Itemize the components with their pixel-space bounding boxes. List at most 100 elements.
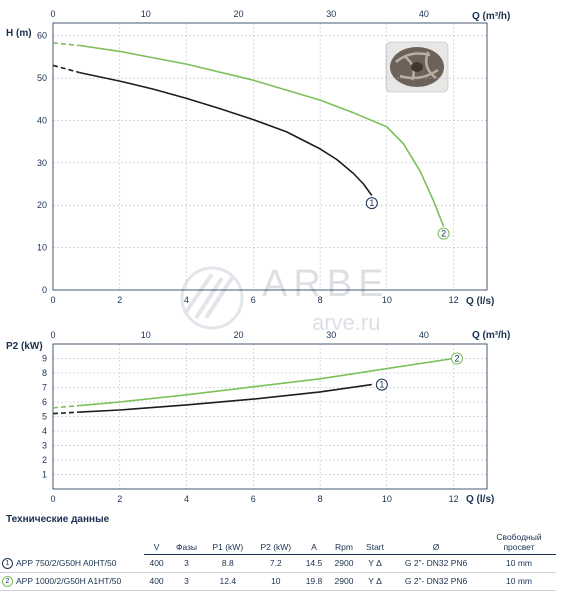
model-name: APP 1000/2/G50H A1HT/50 — [16, 575, 122, 586]
cell-rpm: 2900 — [328, 572, 360, 592]
series-2-marker — [437, 227, 450, 240]
th-free: Свободный просвет — [482, 530, 556, 555]
cell-conn: G 2”- DN32 PN6 — [390, 554, 482, 573]
head-series: 12 — [52, 42, 450, 240]
x2-tick-label: 30 — [326, 330, 336, 340]
series-2-marker — [450, 352, 463, 365]
cell-rpm: 2900 — [328, 554, 360, 573]
watermark-logo-mark — [184, 272, 234, 320]
series-marker-2: 2 — [2, 576, 13, 587]
head-frame — [52, 22, 488, 291]
series-1-dashed — [52, 411, 80, 415]
head-ylabel: H (m) — [6, 28, 32, 39]
x2-tick-label: 20 — [233, 9, 243, 19]
y-tick-label: 60 — [37, 31, 47, 41]
cell-p2: 7.2 — [251, 554, 300, 573]
head-chart: H (m) Q (m³/h) Q (l/s) 0 2 4 6 8 10 120 10 20 30 4… — [6, 9, 510, 307]
y-tick-label: 1 — [42, 470, 47, 480]
y-tick-label: 9 — [42, 354, 47, 364]
y-tick-label: 50 — [37, 73, 47, 83]
power-frame — [52, 343, 488, 490]
y-tick-label: 10 — [37, 243, 47, 253]
x-tick-label: 10 — [382, 494, 392, 504]
series-2-line — [79, 357, 454, 407]
series-1-label: 1 — [369, 198, 374, 208]
y-tick-label: 5 — [42, 412, 47, 422]
th-rpm: Rpm — [328, 530, 360, 555]
series-1-dashed — [52, 64, 80, 74]
cell-a: 19.8 — [299, 572, 329, 592]
th-v: V — [144, 530, 170, 555]
x-tick-label: 12 — [449, 494, 459, 504]
y-tick-label: 7 — [42, 383, 47, 393]
series-1-label: 1 — [379, 380, 384, 390]
series-1-marker — [375, 378, 388, 391]
y-tick-label: 20 — [37, 200, 47, 210]
cell-p2: 10 — [251, 572, 300, 592]
model-name: APP 750/2/G50H A0HT/50 — [16, 557, 117, 568]
watermark-site: arve.ru — [312, 310, 380, 335]
pump-curves: ARBE arve.ru H (m) Q (m³/h) Q (l/s) 0 2 4 6… — [6, 9, 510, 505]
cell-v: 400 — [144, 572, 170, 592]
x-tick-label: 2 — [117, 494, 122, 504]
watermark: ARBE arve.ru — [180, 263, 389, 335]
cell-free: 10 mm — [482, 572, 556, 592]
head-xlabel: Q (l/s) — [466, 296, 494, 307]
x-tick-label: 4 — [184, 295, 189, 305]
cell-p1: 8.8 — [203, 554, 252, 573]
tech-header-row: V Фазы P1 (kW) P2 (kW) A Rpm Start Ø Сво… — [0, 530, 556, 555]
tech-table: V Фазы P1 (kW) P2 (kW) A Rpm Start Ø Сво… — [0, 530, 556, 592]
y-tick-label: 2 — [42, 455, 47, 465]
cell-p1: 12.4 — [203, 572, 252, 592]
power-series: 12 — [52, 352, 463, 415]
cell-free: 10 mm — [482, 554, 556, 573]
head-x2label: Q (m³/h) — [472, 11, 510, 22]
cell-conn: G 2”- DN32 PN6 — [390, 572, 482, 592]
x2-tick-label: 10 — [141, 9, 151, 19]
x-tick-label: 12 — [449, 295, 459, 305]
y-tick-label: 30 — [37, 158, 47, 168]
th-model — [0, 530, 144, 555]
th-a: A — [299, 530, 329, 555]
series-1-line — [79, 383, 372, 413]
x2-tick-label: 30 — [326, 9, 336, 19]
cell-phases: 3 — [169, 554, 204, 573]
y-tick-label: 0 — [42, 285, 47, 295]
x2-tick-label: 40 — [419, 9, 429, 19]
y-tick-label: 6 — [42, 397, 47, 407]
cell-start: Y Δ — [359, 554, 391, 573]
y-tick-label: 4 — [42, 426, 47, 436]
series-marker-1: 1 — [2, 557, 13, 569]
x-tick-label: 2 — [117, 295, 122, 305]
watermark-brand: ARBE — [262, 263, 389, 305]
cell-phases: 3 — [169, 572, 204, 592]
table-row: 2 APP 1000/2/G50H A1HT/50 400 3 12.4 10 1… — [0, 572, 556, 592]
power-x2label: Q (m³/h) — [472, 330, 510, 341]
cell-a: 14.5 — [299, 554, 329, 573]
tech-title: Технические данные — [6, 514, 110, 525]
series-1-marker — [365, 197, 378, 210]
series-2-label: 2 — [454, 354, 459, 364]
row-model: 1 APP 750/2/G50H A0HT/50 — [0, 554, 144, 573]
th-p2: P2 (kW) — [251, 530, 300, 555]
th-phases: Фазы — [169, 530, 204, 555]
y-tick-label: 40 — [37, 115, 47, 125]
series-2-line — [79, 44, 445, 227]
power-xlabel: Q (l/s) — [466, 494, 494, 505]
table-row: 1 APP 750/2/G50H A0HT/50 400 3 8.8 7.2 14… — [0, 554, 556, 573]
series-2-label: 2 — [441, 229, 446, 239]
y-tick-label: 8 — [42, 368, 47, 378]
x2-tick-label: 0 — [50, 9, 55, 19]
power-grid — [53, 344, 487, 489]
x-tick-label: 8 — [318, 295, 323, 305]
th-conn: Ø — [390, 530, 482, 555]
impeller-photo — [385, 41, 449, 93]
x-tick-label: 10 — [382, 295, 392, 305]
power-ylabel: P2 (kW) — [6, 341, 43, 352]
cell-v: 400 — [144, 554, 170, 573]
x2-tick-label: 40 — [419, 330, 429, 340]
x-tick-label: 6 — [251, 494, 256, 504]
x-tick-label: 8 — [318, 494, 323, 504]
